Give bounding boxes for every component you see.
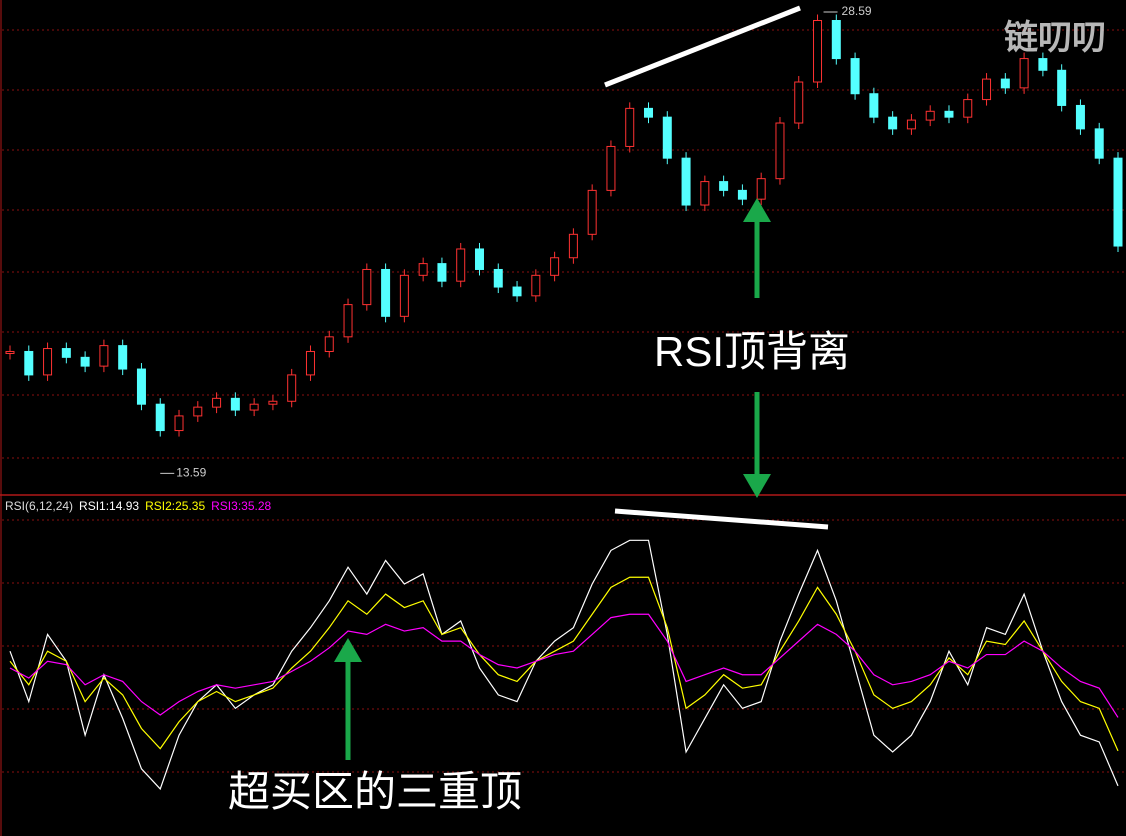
rsi-line	[9, 539, 1119, 791]
candle	[963, 99, 973, 118]
candle	[118, 345, 128, 370]
candle	[1094, 128, 1104, 159]
candle	[287, 374, 297, 402]
legend-entry: RSI2:25.35	[145, 499, 205, 513]
arrow-head	[743, 474, 771, 498]
rsi-line	[9, 576, 1119, 752]
annotation: 超买区的三重顶	[228, 768, 522, 815]
candle	[587, 189, 597, 235]
candle	[794, 81, 804, 124]
candle	[474, 248, 484, 270]
rsi-line	[9, 613, 1119, 718]
candle	[944, 110, 954, 118]
candle	[136, 368, 146, 405]
candle	[24, 350, 34, 376]
candle	[606, 145, 616, 191]
candle	[381, 268, 391, 317]
trend-line	[604, 5, 801, 88]
candle	[1000, 78, 1010, 89]
candle	[343, 304, 353, 338]
candle	[888, 116, 898, 130]
candle	[193, 406, 203, 417]
trend-line	[614, 508, 829, 530]
watermark: 链叨叨	[1004, 19, 1106, 57]
candle	[625, 107, 635, 147]
grid	[2, 29, 1126, 773]
plot: 28.59 13.59	[5, 4, 1123, 791]
candle	[831, 20, 841, 60]
low-label: 13.59	[176, 466, 206, 480]
candle	[249, 403, 259, 411]
candle	[61, 348, 71, 358]
candle	[1019, 58, 1029, 89]
candle	[662, 116, 672, 159]
candle	[700, 181, 710, 206]
candle	[550, 257, 560, 276]
candle	[305, 350, 315, 376]
candle	[230, 397, 240, 411]
candle	[775, 122, 785, 180]
candle	[399, 274, 409, 317]
candle	[456, 248, 466, 282]
candle	[925, 110, 935, 121]
arrow-head	[334, 638, 362, 662]
legend: RSI(6,12,24) RSI1:14.93 RSI2:25.35 RSI3:35.…	[5, 499, 272, 513]
high-label: 28.59	[842, 4, 872, 18]
candle	[531, 274, 541, 297]
candle	[268, 400, 278, 405]
candle	[174, 415, 184, 432]
candle	[1113, 157, 1123, 247]
candle	[362, 268, 372, 306]
candle	[99, 345, 109, 367]
candle	[1057, 69, 1067, 106]
candle	[568, 233, 578, 259]
candle	[418, 263, 428, 276]
candle	[737, 189, 747, 200]
candle	[1075, 104, 1085, 130]
candle	[850, 58, 860, 95]
candle	[813, 20, 823, 83]
candle	[644, 107, 654, 118]
candle	[212, 397, 222, 408]
legend-entry: RSI1:14.93	[79, 499, 139, 513]
candle	[493, 268, 503, 288]
legend-entry: RSI3:35.28	[211, 499, 271, 513]
annotation: RSI顶背离	[654, 328, 850, 375]
candle	[719, 181, 729, 191]
candle	[512, 286, 522, 297]
candle	[681, 157, 691, 206]
arrow-head	[743, 198, 771, 222]
candle	[437, 263, 447, 282]
arrows	[334, 198, 771, 760]
candle	[155, 403, 165, 432]
candle	[5, 350, 15, 354]
legend-title: RSI(6,12,24)	[5, 499, 73, 513]
candle	[80, 356, 90, 367]
candle	[1038, 58, 1048, 71]
candle	[324, 336, 334, 352]
candle	[43, 348, 53, 376]
candle	[756, 178, 766, 200]
candle	[982, 78, 992, 101]
candle	[869, 93, 879, 118]
candle	[906, 119, 916, 130]
